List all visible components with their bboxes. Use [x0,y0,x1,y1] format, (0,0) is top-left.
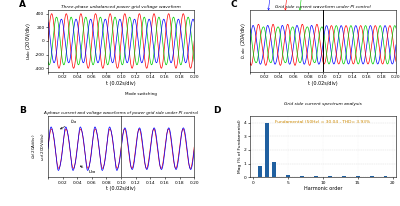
X-axis label: Harmonic order: Harmonic order [304,186,342,191]
X-axis label: t (0.02s/div): t (0.02s/div) [106,186,136,191]
Bar [314,176,318,177]
Text: $i_{2a}$: $i_{2a}$ [268,0,275,10]
Bar [300,176,304,177]
Title: Grid side current spectrum analysis: Grid side current spectrum analysis [284,102,362,106]
Text: $i_{2c}$: $i_{2c}$ [299,0,306,10]
Text: A: A [19,0,26,9]
Text: Mode switching: Mode switching [126,92,157,96]
Text: $u_{sa}$: $u_{sa}$ [80,166,97,176]
Title: A-phase current and voltage waveforms of power grid side under PI control: A-phase current and voltage waveforms of… [44,111,199,115]
Title: Three-phase unbalanced power grid voltage waveform: Three-phase unbalanced power grid voltag… [61,5,181,9]
Bar [272,162,276,177]
Text: $i_{2b}$: $i_{2b}$ [284,0,292,10]
Bar [286,175,290,177]
Text: B: B [19,106,26,115]
Bar [265,123,269,177]
Title: Grid side current waveform under PI control: Grid side current waveform under PI cont… [275,5,371,9]
Y-axis label: $i_{2,abc}$ (20A/div): $i_{2,abc}$ (20A/div) [240,22,248,60]
Text: D: D [213,106,221,115]
Y-axis label: $u_{abc}$ (200V/div): $u_{abc}$ (200V/div) [24,22,33,60]
Text: $i_{2a}$: $i_{2a}$ [60,117,77,129]
X-axis label: t (0.02s/div): t (0.02s/div) [308,81,338,85]
Y-axis label: Mag (% of Fundamental): Mag (% of Fundamental) [238,120,242,173]
Bar [356,176,360,177]
Y-axis label: $i_{2a}$(20A/div)
$u_{sa}$(200V/div): $i_{2a}$(20A/div) $u_{sa}$(200V/div) [30,132,47,161]
Bar [258,166,262,177]
Bar [342,176,346,177]
Bar [328,176,332,177]
Text: Fundamental (50Hz) = 30.04 , THD= 3.93%: Fundamental (50Hz) = 30.04 , THD= 3.93% [275,120,370,124]
Text: C: C [231,0,237,9]
X-axis label: t (0.02s/div): t (0.02s/div) [106,81,136,85]
